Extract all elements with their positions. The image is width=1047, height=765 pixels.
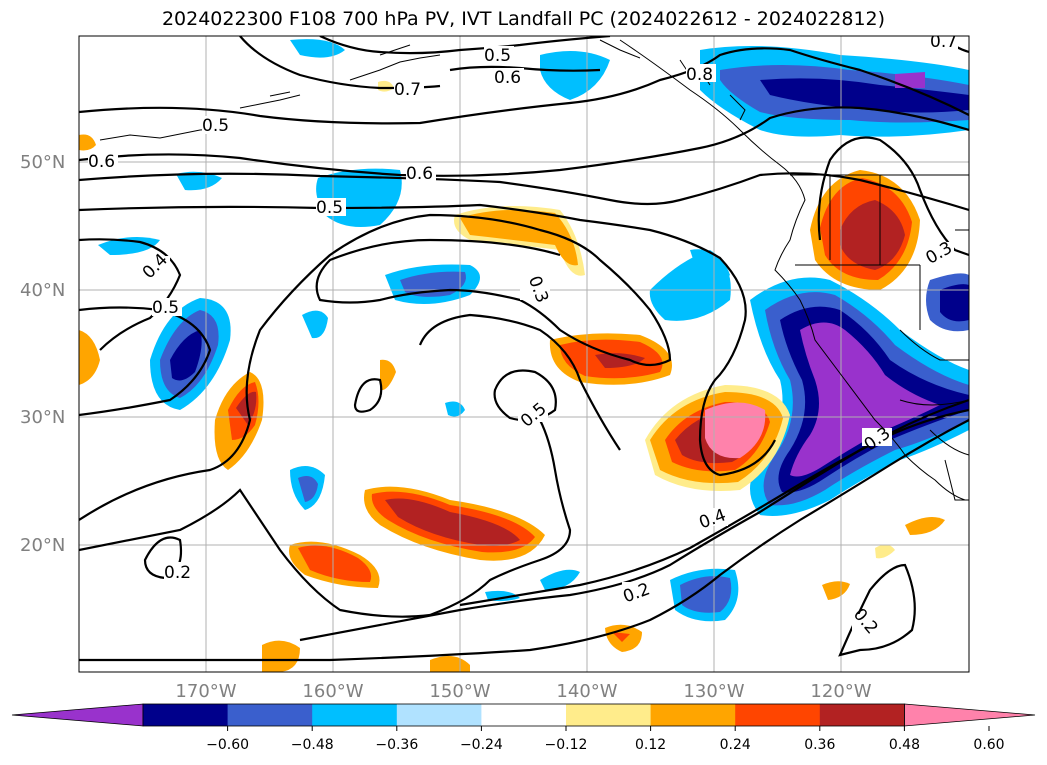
colorbar-segment xyxy=(481,704,567,726)
map-frame xyxy=(78,35,970,673)
lon-label-150w: 150°W xyxy=(429,681,490,702)
colorbar-segment xyxy=(143,704,229,726)
negative-pv-shading xyxy=(98,39,969,622)
contour-label: 0.6 xyxy=(88,152,115,172)
colorbar-tick-label: 0.12 xyxy=(635,737,666,753)
colorbar-tick-label: −0.12 xyxy=(545,737,588,753)
latitude-labels: 50°N 40°N 30°N 20°N xyxy=(20,152,65,556)
colorbar-tick-label: 0.48 xyxy=(889,737,920,753)
colorbar-tick-label: −0.60 xyxy=(206,737,249,753)
contour-label: 0.7 xyxy=(394,80,421,100)
colorbar-tick-label: 0.60 xyxy=(973,737,1004,753)
lat-label-50n: 50°N xyxy=(20,152,65,173)
lon-label-160w: 160°W xyxy=(302,681,363,702)
contour-label: 0.8 xyxy=(686,65,713,85)
contour-labels: 0.5 0.6 0.7 0.8 0.5 0.6 0.6 0.5 0.4 0.5 … xyxy=(88,32,958,638)
colorbar-tick-label: −0.24 xyxy=(460,737,503,753)
colorbar-segment xyxy=(735,704,821,726)
colorbar-extend-high xyxy=(904,703,1036,727)
lat-label-20n: 20°N xyxy=(20,535,65,556)
lon-label-120w: 120°W xyxy=(810,681,871,702)
lat-label-30n: 30°N xyxy=(20,407,65,428)
contour-label: 0.5 xyxy=(484,46,511,66)
colorbar-tick-label: 0.36 xyxy=(804,737,835,753)
contour-label: 0.5 xyxy=(202,116,229,136)
contour-label: 0.6 xyxy=(494,68,521,88)
colorbar-extend-low xyxy=(11,703,144,727)
colorbar-segment xyxy=(312,704,398,726)
map-title: 2024022300 F108 700 hPa PV, IVT Landfall… xyxy=(161,8,886,30)
colorbar-segment xyxy=(650,704,736,726)
longitude-labels: 170°W 160°W 150°W 140°W 130°W 120°W xyxy=(175,681,871,702)
colorbar-tick-label: 0.24 xyxy=(720,737,751,753)
lon-label-140w: 140°W xyxy=(556,681,617,702)
contour-label: 0.5 xyxy=(316,198,343,218)
colorbar-segment xyxy=(566,704,652,726)
colorbar-segment xyxy=(227,704,313,726)
lon-label-130w: 130°W xyxy=(683,681,744,702)
colorbar-segment xyxy=(396,704,482,726)
lon-label-170w: 170°W xyxy=(175,681,236,702)
colorbar-tick-label: −0.36 xyxy=(375,737,418,753)
contour-label: 0.7 xyxy=(930,32,957,52)
lat-label-40n: 40°N xyxy=(20,280,65,301)
contour-label: 0.5 xyxy=(152,298,179,318)
positive-pv-shading xyxy=(79,80,945,672)
contour-label: 0.6 xyxy=(406,164,433,184)
colorbar-frame xyxy=(142,703,905,727)
colorbar-segment xyxy=(819,704,905,726)
colorbar-tick-label: −0.48 xyxy=(291,737,334,753)
coastlines xyxy=(99,39,969,501)
map-panel: 0.5 0.6 0.7 0.8 0.5 0.6 0.6 0.5 0.4 0.5 … xyxy=(79,32,969,672)
colorbar: −0.60 −0.48 −0.36 −0.24 −0.12 0.12 0.24 0.36 0.4… xyxy=(11,703,1036,753)
contour-label: 0.2 xyxy=(164,563,191,583)
